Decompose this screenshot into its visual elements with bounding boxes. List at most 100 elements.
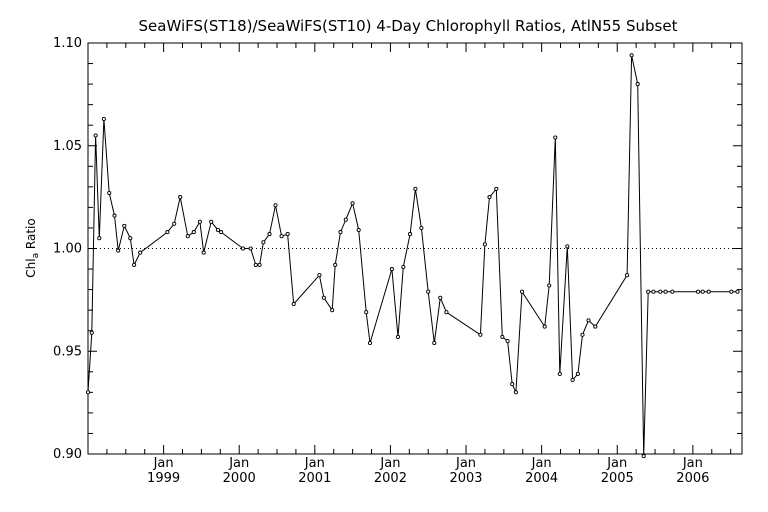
data-point	[625, 273, 630, 278]
data-point	[122, 223, 127, 228]
data-point	[651, 289, 656, 294]
data-point	[333, 262, 338, 267]
data-point	[185, 234, 190, 239]
data-point	[547, 283, 552, 288]
y-axis-label-main: Chl	[24, 258, 38, 277]
data-point	[641, 454, 646, 459]
data-point	[570, 377, 575, 383]
data-point	[505, 338, 510, 344]
data-point	[635, 82, 640, 87]
data-point	[364, 310, 369, 315]
data-point	[209, 219, 214, 224]
y-axis: 0.90 0.95 1.00 1.05 1.10	[53, 36, 742, 462]
data-point	[356, 227, 361, 233]
data-point	[112, 213, 117, 218]
data-point	[629, 53, 634, 58]
x-tick-month: Jan	[455, 456, 476, 471]
data-point	[97, 236, 102, 241]
data-point	[735, 289, 740, 294]
data-point	[338, 230, 343, 235]
data-point	[395, 334, 401, 339]
data-point	[487, 195, 492, 200]
data-point	[482, 242, 487, 247]
data-point	[426, 289, 431, 294]
data-point	[432, 340, 437, 346]
data-point	[138, 250, 143, 255]
y-axis-label-rest: Ratio	[24, 218, 38, 253]
data-point	[586, 318, 591, 323]
data-point	[646, 289, 651, 294]
x-tick-label: 2000	[223, 471, 256, 486]
data-point	[510, 382, 515, 387]
data-point	[279, 234, 284, 239]
data-point	[513, 390, 518, 395]
data-point	[367, 340, 373, 346]
data-point	[565, 244, 570, 249]
x-tick-month: Jan	[531, 456, 552, 471]
data-point	[478, 332, 483, 337]
data-point	[132, 262, 137, 267]
data-point	[261, 240, 266, 245]
data-point	[93, 133, 98, 138]
data-point	[519, 289, 525, 294]
x-tick-month: Jan	[153, 456, 174, 471]
data-point	[500, 334, 505, 339]
data-point	[729, 289, 734, 294]
chart-title: SeaWiFS(ST18)/SeaWiFS(ST10) 4-Day Chloro…	[139, 17, 678, 35]
x-tick-label: 2002	[374, 471, 407, 486]
data-point	[419, 225, 424, 231]
data-point	[317, 273, 322, 278]
y-tick-label: 1.10	[53, 36, 82, 51]
data-point	[116, 248, 121, 253]
data-point	[389, 267, 394, 272]
data-point	[253, 262, 258, 267]
data-point	[553, 135, 558, 140]
data-point	[413, 186, 418, 191]
x-tick-label: 1999	[147, 471, 180, 486]
data-point	[107, 190, 112, 196]
data-point	[343, 217, 348, 222]
data-point	[321, 295, 326, 300]
data-point	[89, 330, 94, 335]
data-point	[557, 371, 562, 376]
data-point	[191, 230, 196, 235]
data-point	[172, 221, 177, 226]
data-point	[444, 310, 449, 315]
data-point	[494, 186, 499, 191]
data-point	[101, 116, 106, 122]
data-point	[273, 203, 278, 208]
data-point	[257, 262, 262, 267]
x-tick-label: 2005	[601, 471, 634, 486]
data-point	[700, 289, 705, 294]
data-point	[85, 390, 91, 395]
data-point	[219, 230, 224, 235]
data-point	[248, 246, 253, 251]
data-point	[291, 301, 296, 307]
data-point	[201, 250, 206, 255]
data-point	[438, 295, 443, 300]
y-tick-label: 1.05	[53, 139, 82, 154]
x-tick-month: Jan	[682, 456, 703, 471]
data-point	[575, 371, 580, 376]
data-point	[542, 324, 547, 329]
y-tick-label: 0.90	[53, 447, 82, 462]
data-point	[128, 236, 133, 241]
x-tick-label: 2006	[676, 471, 709, 486]
x-tick-month: Jan	[304, 456, 325, 471]
y-tick-label: 1.00	[53, 242, 82, 257]
x-tick-label: 2001	[298, 471, 331, 486]
data-point	[197, 219, 202, 224]
data-point	[330, 308, 335, 313]
data-point	[706, 289, 711, 294]
series-line	[87, 55, 738, 457]
x-axis: Jan1999Jan2000Jan2001Jan2002Jan2003Jan20…	[106, 43, 732, 486]
x-tick-label: 2004	[525, 471, 558, 486]
data-point	[350, 201, 355, 206]
y-axis-label: Chla Ratio	[24, 218, 41, 277]
data-point	[165, 230, 170, 235]
data-point	[696, 289, 701, 294]
data-point	[408, 232, 413, 237]
x-tick-label: 2003	[449, 471, 482, 486]
data-series	[85, 53, 740, 459]
